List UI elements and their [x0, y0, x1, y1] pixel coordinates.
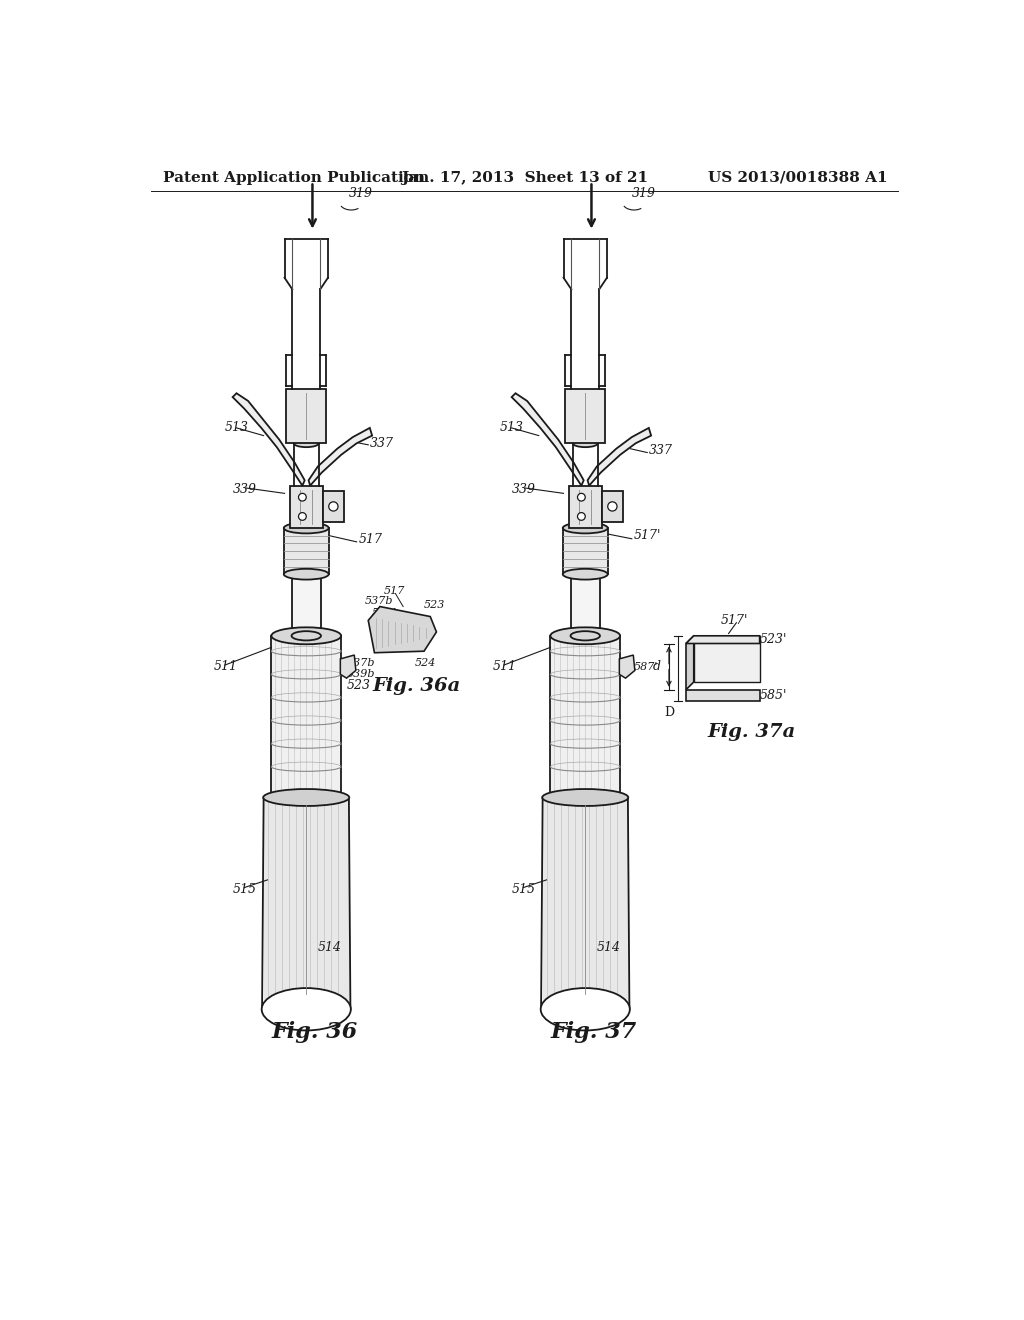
Text: Fig. 36: Fig. 36	[271, 1022, 357, 1043]
Text: Jan. 17, 2013  Sheet 13 of 21: Jan. 17, 2013 Sheet 13 of 21	[401, 170, 648, 185]
Ellipse shape	[570, 570, 600, 579]
Polygon shape	[369, 607, 436, 653]
Ellipse shape	[262, 989, 351, 1031]
Circle shape	[329, 502, 338, 511]
Text: 585': 585'	[760, 689, 787, 702]
Polygon shape	[323, 491, 344, 521]
Circle shape	[299, 512, 306, 520]
Text: 514: 514	[597, 941, 621, 954]
Polygon shape	[686, 636, 693, 689]
Text: 511: 511	[493, 660, 516, 673]
Text: 523: 523	[424, 601, 445, 610]
Bar	[292, 574, 321, 636]
Bar	[290, 486, 323, 528]
Text: 339: 339	[512, 483, 536, 496]
Ellipse shape	[543, 789, 629, 807]
Bar	[263, 797, 349, 1010]
Polygon shape	[693, 636, 760, 682]
Text: 511: 511	[213, 660, 238, 673]
Ellipse shape	[563, 569, 607, 579]
Ellipse shape	[572, 440, 598, 447]
Text: d: d	[652, 660, 660, 673]
Polygon shape	[686, 689, 760, 701]
Text: 517': 517'	[721, 614, 749, 627]
Text: 537b: 537b	[365, 597, 393, 606]
Ellipse shape	[292, 570, 321, 579]
Ellipse shape	[292, 631, 321, 640]
Text: 337: 337	[649, 445, 673, 458]
Ellipse shape	[284, 523, 329, 533]
Text: 539b: 539b	[346, 669, 375, 680]
Ellipse shape	[570, 631, 600, 640]
Text: 537b: 537b	[346, 657, 375, 668]
Text: 539b: 539b	[372, 607, 400, 618]
Ellipse shape	[541, 989, 630, 1031]
Ellipse shape	[263, 789, 349, 807]
Bar	[271, 636, 341, 797]
Text: 523': 523'	[760, 634, 787, 647]
Text: 517': 517'	[633, 529, 660, 543]
Circle shape	[299, 494, 306, 502]
Text: 319: 319	[349, 186, 373, 199]
Text: 524: 524	[415, 657, 436, 668]
Bar	[563, 528, 607, 574]
Polygon shape	[340, 655, 356, 678]
Text: Fig. 37a: Fig. 37a	[708, 723, 796, 741]
Text: 339: 339	[232, 483, 257, 496]
Text: 513: 513	[500, 421, 524, 434]
Text: 517: 517	[359, 533, 383, 546]
Text: 515: 515	[232, 883, 257, 896]
Bar	[284, 528, 329, 574]
Polygon shape	[588, 428, 651, 486]
Text: 514: 514	[317, 941, 342, 954]
Polygon shape	[686, 636, 760, 644]
Text: D: D	[664, 706, 674, 719]
Text: 513: 513	[225, 421, 249, 434]
Polygon shape	[308, 428, 372, 486]
Text: Patent Application Publication: Patent Application Publication	[163, 170, 425, 185]
Bar	[543, 797, 629, 1010]
Circle shape	[578, 512, 586, 520]
Bar	[570, 574, 600, 636]
Circle shape	[607, 502, 617, 511]
Bar	[550, 636, 621, 797]
Text: Fig. 36a: Fig. 36a	[372, 677, 461, 694]
Circle shape	[578, 494, 586, 502]
Text: 515: 515	[512, 883, 536, 896]
Text: 517: 517	[384, 586, 406, 597]
Text: 523: 523	[346, 680, 371, 693]
Ellipse shape	[550, 627, 621, 644]
Polygon shape	[512, 393, 584, 486]
Text: 319: 319	[632, 186, 655, 199]
Text: US 2013/0018388 A1: US 2013/0018388 A1	[708, 170, 888, 185]
Text: 337: 337	[370, 437, 394, 450]
Ellipse shape	[284, 569, 329, 579]
Bar	[565, 389, 605, 444]
Text: Fig. 37: Fig. 37	[550, 1022, 637, 1043]
Text: 587': 587'	[633, 661, 657, 672]
Polygon shape	[620, 655, 635, 678]
Bar	[569, 486, 601, 528]
Polygon shape	[601, 491, 624, 521]
Ellipse shape	[271, 627, 341, 644]
Ellipse shape	[563, 523, 607, 533]
Polygon shape	[232, 393, 305, 486]
Ellipse shape	[294, 440, 318, 447]
Bar	[286, 389, 327, 444]
